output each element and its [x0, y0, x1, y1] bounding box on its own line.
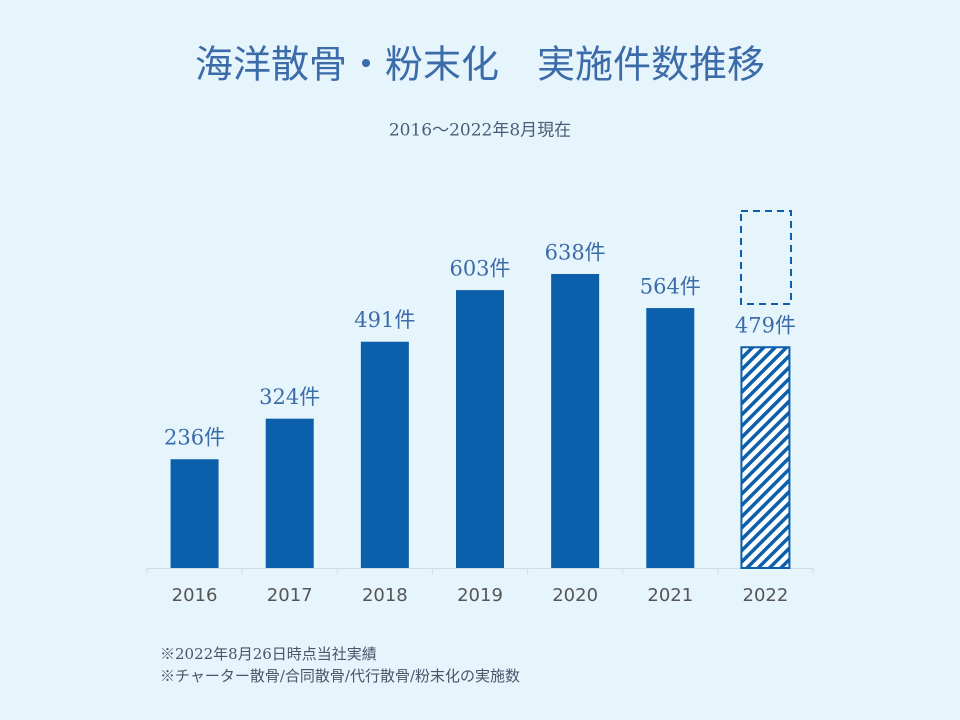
chart-subtitle: 2016～2022年8月現在: [389, 121, 571, 141]
x-tick-label: 2020: [552, 585, 598, 606]
bar: [360, 341, 409, 568]
bar: [170, 459, 219, 568]
value-label: 638件: [545, 240, 606, 264]
x-tick-label: 2016: [172, 585, 218, 606]
projection-box: [740, 210, 792, 305]
value-label: 236件: [164, 426, 225, 450]
x-tick-label: 2019: [457, 585, 503, 606]
bar: [265, 418, 314, 568]
x-tick-label: 2018: [362, 585, 408, 606]
bar: [646, 308, 695, 568]
x-tick-label: 2022: [743, 585, 789, 606]
footnote: ※チャーター散骨/合同散骨/代行散骨/粉末化の実施数: [160, 667, 520, 685]
footnote: ※2022年8月26日時点当社実績: [160, 645, 377, 663]
value-label: 491件: [354, 308, 415, 332]
bar: [551, 273, 600, 568]
bar: [456, 290, 504, 568]
value-label: 603件: [449, 257, 510, 281]
bar: [740, 346, 791, 569]
x-tick-label: 2021: [647, 585, 693, 606]
value-label: 479件: [735, 314, 796, 338]
value-label: 564件: [640, 275, 701, 299]
x-tick-label: 2017: [267, 585, 313, 606]
value-label: 324件: [259, 385, 320, 409]
chart-title: 海洋散骨・粉末化 実施件数推移: [195, 43, 765, 87]
